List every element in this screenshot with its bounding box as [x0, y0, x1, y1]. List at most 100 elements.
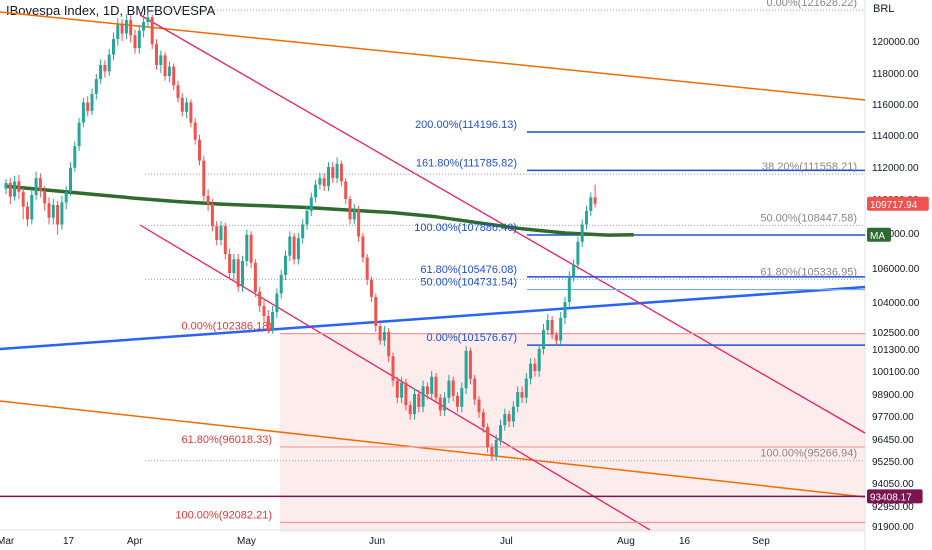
- candle-up: [30, 195, 34, 220]
- candle-up: [90, 93, 94, 111]
- candle-down: [172, 66, 176, 86]
- y-tick-label: 116000.00: [872, 100, 919, 111]
- candle-down: [378, 326, 382, 341]
- candle-up: [529, 363, 533, 379]
- y-tick-label: 91900.00: [872, 522, 914, 533]
- blue-trendline: [0, 285, 866, 351]
- y-tick-label: 102500.00: [872, 328, 920, 339]
- y-tick-label: 92950.00: [872, 502, 914, 513]
- lower-support-line: [0, 400, 866, 498]
- candle-up: [421, 386, 425, 407]
- x-tick-label: 16: [679, 536, 691, 547]
- candle-up: [241, 261, 244, 287]
- fib-labels: 0.00%(121628.22) 200.00%(114196.13) 161.80…: [175, 0, 857, 522]
- candle-down: [210, 204, 214, 227]
- fib-label: 50.00%(108447.58): [760, 212, 857, 224]
- candle-down: [477, 399, 481, 413]
- x-tick-label: 17: [63, 536, 75, 547]
- candle-up: [447, 380, 451, 398]
- candle-down: [176, 85, 180, 98]
- candle-down: [292, 236, 296, 260]
- candle-up: [318, 178, 322, 185]
- candle-up: [589, 197, 593, 211]
- x-tick-label: Mar: [0, 536, 15, 547]
- candle-down: [228, 254, 232, 274]
- candle-down: [486, 427, 490, 448]
- candle-down: [43, 191, 47, 204]
- candle-down: [391, 356, 395, 381]
- y-tick-label: 118000.00: [872, 69, 919, 80]
- x-tick-label: Jun: [369, 536, 385, 547]
- fib-label: 161.80%(111785.82): [416, 157, 517, 169]
- candle-down: [456, 395, 459, 407]
- candle-up: [288, 236, 292, 256]
- candle-up: [430, 376, 434, 394]
- fib-label: 0.00%(101576.67): [426, 332, 517, 344]
- candle-down: [593, 197, 597, 204]
- candle-down: [374, 296, 378, 326]
- candle-up: [69, 167, 72, 192]
- candle-up: [275, 293, 279, 312]
- candle-up: [73, 146, 77, 168]
- candle-up: [524, 378, 528, 398]
- candle-up: [314, 184, 318, 198]
- candle-down: [38, 178, 42, 191]
- candle-up: [400, 382, 404, 398]
- candle-up: [546, 320, 550, 330]
- candle-up: [511, 406, 515, 422]
- candle-up: [563, 302, 567, 318]
- fib-label: 100.00%(92082.21): [175, 510, 272, 522]
- fib-label: 61.80%(105336.95): [760, 266, 857, 278]
- candle-up: [296, 238, 300, 260]
- price-badge: [867, 227, 891, 242]
- candle-down: [120, 24, 124, 34]
- candle-up: [51, 204, 55, 218]
- candle-down: [348, 199, 352, 220]
- candle-down: [357, 209, 361, 237]
- y-tick-label: 112000.00: [872, 163, 919, 174]
- candle-down: [395, 380, 399, 398]
- candle-up: [576, 241, 580, 265]
- candle-down: [56, 204, 60, 225]
- currency-label: BRL: [873, 3, 895, 15]
- candle-up: [503, 414, 507, 426]
- y-tick-label: 98900.00: [872, 390, 914, 401]
- fib-label: 61.80%(96018.33): [181, 434, 272, 446]
- candle-down: [473, 378, 477, 400]
- fib-label: 200.00%(114196.13): [415, 119, 517, 131]
- candle-down: [47, 203, 51, 218]
- candle-down: [404, 382, 408, 405]
- candle-down: [215, 226, 219, 240]
- candle-down: [434, 376, 438, 398]
- candle-up: [567, 276, 571, 302]
- candle-up: [301, 224, 305, 239]
- candle-up: [137, 30, 141, 49]
- y-axis: 120000.00 118000.00 116000.00 114000.00 1120…: [872, 37, 920, 533]
- y-tick-label: 97700.00: [872, 412, 914, 423]
- candle-up: [572, 264, 576, 277]
- candle-up: [494, 439, 498, 457]
- candle-up: [107, 54, 111, 72]
- candle-down: [189, 102, 193, 123]
- fib-label: 0.00%(121628.22): [766, 0, 857, 9]
- fib-label: 61.80%(105476.08): [420, 264, 517, 276]
- candle-down: [417, 394, 421, 407]
- candle-down: [155, 44, 158, 65]
- candle-up: [585, 210, 588, 225]
- fib-label: 100.00%(107886.40): [414, 222, 517, 234]
- candle-down: [344, 181, 348, 199]
- candle-down: [129, 20, 133, 36]
- candle-up: [413, 394, 416, 415]
- candle-down: [438, 397, 442, 411]
- candle-down: [425, 386, 429, 394]
- x-axis: Mar 17 Apr May Jun Jul Aug 16 Sep: [0, 536, 770, 547]
- candle-up: [146, 17, 150, 22]
- price-badge-label: 93408.17: [870, 492, 912, 503]
- candle-down: [150, 17, 154, 45]
- candle-down: [206, 195, 210, 205]
- candle-up: [284, 255, 287, 275]
- candle-up: [124, 20, 128, 34]
- candle-up: [116, 24, 120, 40]
